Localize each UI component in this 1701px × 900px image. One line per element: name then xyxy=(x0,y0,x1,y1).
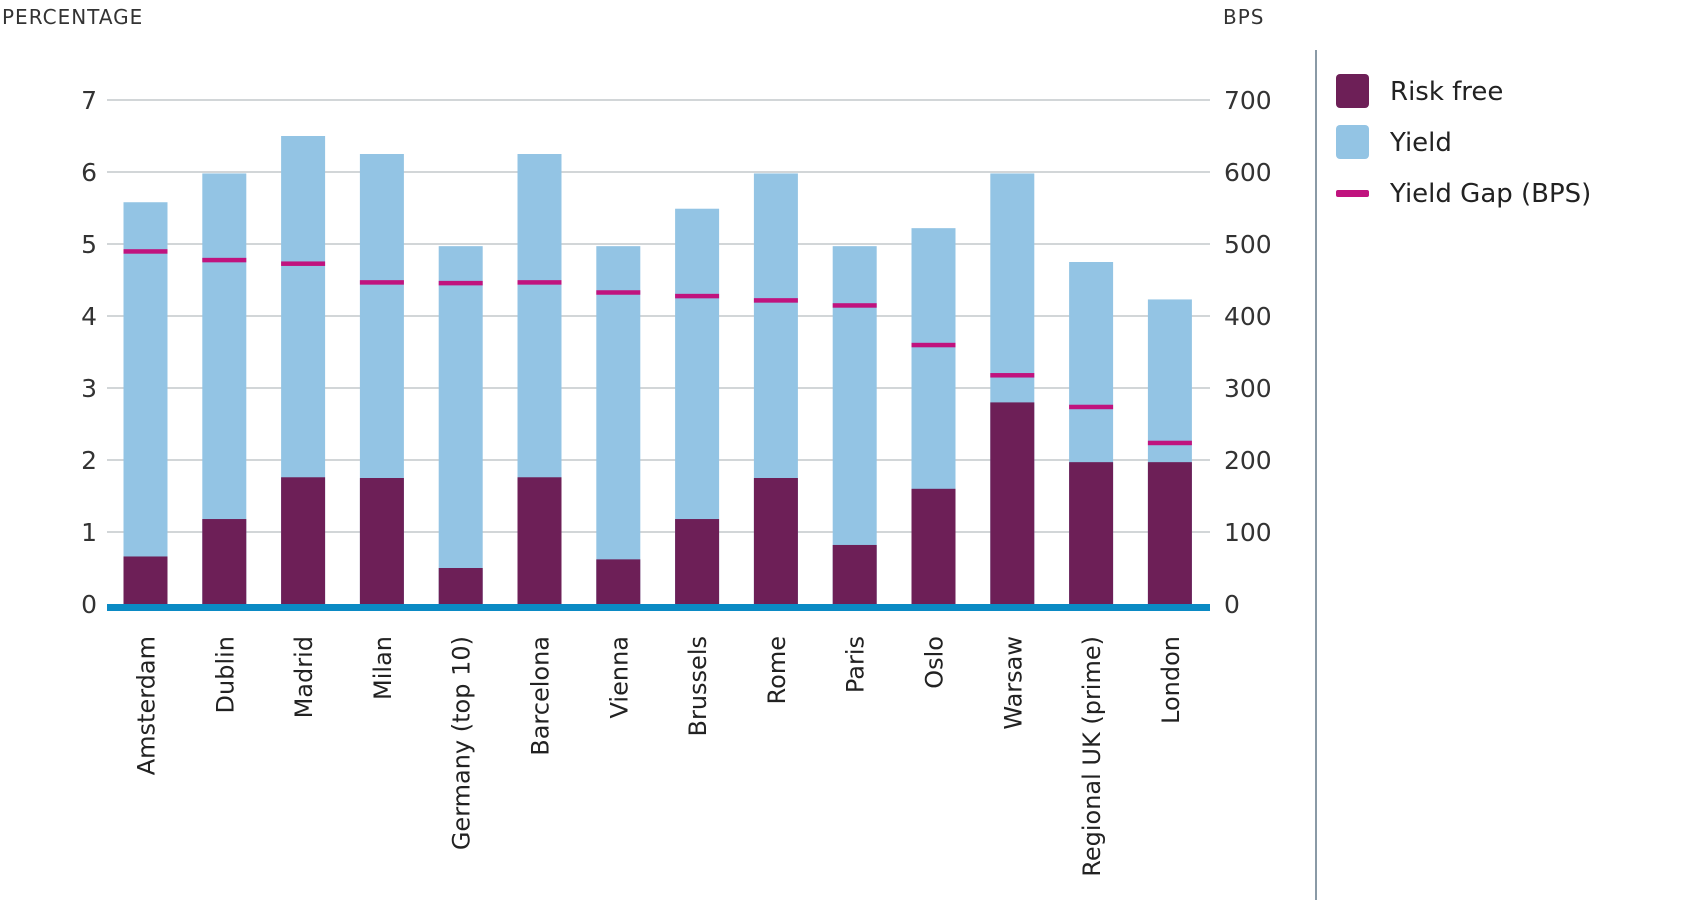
yield-gap-marker xyxy=(911,342,956,348)
yield-gap-marker xyxy=(438,280,483,286)
yield-gap-marker xyxy=(281,261,326,266)
left-tick-label: 4 xyxy=(81,302,97,331)
category-labels: Amsterdam Dublin Madrid Milan Germany (top 1… xyxy=(133,636,1185,877)
yield-gap-marker xyxy=(596,290,641,295)
bar-yield xyxy=(438,246,483,604)
right-tick-label: 500 xyxy=(1224,230,1272,259)
yield-gap-marker xyxy=(832,303,877,308)
legend-swatch xyxy=(1336,74,1369,108)
category-label: Vienna xyxy=(605,636,633,718)
yield-gap-marker xyxy=(990,373,1035,378)
bars xyxy=(123,136,1192,605)
category-label: Barcelona xyxy=(527,636,555,756)
bar-risk-free xyxy=(281,477,326,604)
baseline xyxy=(107,604,1210,611)
legend-label: Risk free xyxy=(1390,77,1503,107)
yield-gap-marker xyxy=(123,249,168,254)
left-tick-label: 0 xyxy=(81,590,97,619)
baseline-bar xyxy=(107,604,1210,611)
right-axis-ticks: 0 100 200 300 400 500 600 700 xyxy=(1224,86,1272,619)
legend-swatch xyxy=(1336,190,1369,197)
right-axis-title: BPS xyxy=(1223,5,1264,29)
category-label: Brussels xyxy=(684,636,712,737)
category-label: Warsaw xyxy=(999,636,1027,730)
bar-risk-free xyxy=(359,478,404,604)
left-tick-label: 2 xyxy=(81,446,97,475)
left-tick-label: 7 xyxy=(81,86,97,115)
bar-risk-free xyxy=(438,568,483,604)
yield-gap-marker xyxy=(675,293,720,299)
yield-gap-marker xyxy=(359,280,404,285)
bar-risk-free xyxy=(123,556,168,604)
left-axis-title: PERCENTAGE xyxy=(2,5,143,29)
bar-yield xyxy=(123,202,168,605)
right-tick-label: 100 xyxy=(1224,518,1272,547)
right-tick-label: 600 xyxy=(1224,158,1272,187)
gridlines xyxy=(107,99,1210,533)
yield-gap-markers xyxy=(123,249,1192,446)
category-label: Dublin xyxy=(211,636,239,713)
legend-label: Yield Gap (BPS) xyxy=(1389,179,1591,209)
bar-risk-free xyxy=(832,544,877,604)
bar-risk-free xyxy=(1147,462,1192,604)
right-tick-label: 300 xyxy=(1224,374,1272,403)
bar-risk-free xyxy=(517,477,562,604)
left-axis-ticks: 0 1 2 3 4 5 6 7 xyxy=(81,86,97,619)
bar-yield xyxy=(596,246,641,604)
left-tick-label: 6 xyxy=(81,158,97,187)
yield-gap-marker xyxy=(1069,404,1114,410)
category-label: Paris xyxy=(842,636,870,693)
yield-gap-marker xyxy=(753,298,798,303)
category-label: Rome xyxy=(763,636,791,704)
bar-risk-free xyxy=(753,478,798,604)
yield-gap-marker xyxy=(202,257,247,263)
category-label: Regional UK (prime) xyxy=(1078,636,1106,877)
category-label: Milan xyxy=(369,636,397,700)
right-tick-label: 200 xyxy=(1224,446,1272,475)
left-tick-label: 5 xyxy=(81,230,97,259)
bar-risk-free xyxy=(675,519,720,604)
bar-risk-free xyxy=(1069,462,1114,604)
right-tick-label: 700 xyxy=(1224,86,1272,115)
right-tick-label: 0 xyxy=(1224,590,1240,619)
legend-swatch xyxy=(1336,125,1369,159)
bar-risk-free xyxy=(202,519,247,604)
left-tick-label: 1 xyxy=(81,518,97,547)
bar-risk-free xyxy=(596,559,641,604)
category-label: Oslo xyxy=(921,636,949,689)
category-label: London xyxy=(1157,636,1185,724)
yield-gap-marker xyxy=(1147,440,1192,446)
bar-risk-free xyxy=(990,402,1035,604)
legend-label: Yield xyxy=(1389,128,1452,158)
category-label: Madrid xyxy=(290,636,318,718)
category-label: Amsterdam xyxy=(133,636,161,775)
yield-gap-marker xyxy=(517,280,562,285)
bar-risk-free xyxy=(911,488,956,604)
right-tick-label: 400 xyxy=(1224,302,1272,331)
category-label: Germany (top 10) xyxy=(448,636,476,850)
legend: Risk free Yield Yield Gap (BPS) xyxy=(1336,74,1591,209)
left-tick-label: 3 xyxy=(81,374,97,403)
